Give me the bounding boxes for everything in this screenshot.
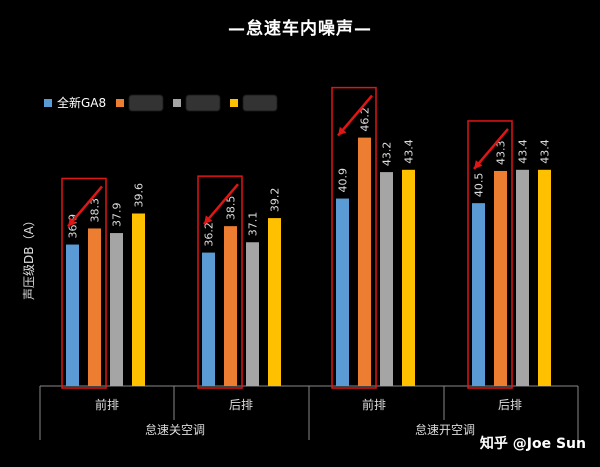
- bar-g2-s4: [268, 218, 281, 386]
- legend-item-4: [230, 94, 278, 111]
- parent-category-label-2: 怠速开空调: [415, 423, 475, 437]
- data-label-g4-s3: 43.4: [517, 139, 530, 164]
- data-label-g1-s4: 39.6: [133, 183, 146, 208]
- data-label-g3-s2: 46.2: [359, 107, 372, 132]
- data-label-g3-s4: 43.4: [403, 139, 416, 164]
- data-label-g4-s1: 40.5: [473, 173, 486, 198]
- bar-g2-s3: [246, 242, 259, 386]
- bar-g1-s3: [110, 233, 123, 386]
- bar-g1-s1: [66, 244, 79, 386]
- bar-g3-s4: [402, 169, 415, 386]
- bar-g4-s2: [494, 170, 507, 386]
- category-label-2: 后排: [229, 398, 253, 412]
- highlight-arrow-g1: [67, 185, 103, 228]
- parent-category-label-1: 怠速关空调: [145, 423, 205, 437]
- legend-swatch-3: [173, 98, 182, 107]
- bar-g3-s2: [358, 137, 371, 386]
- data-label-g2-s1: 36.2: [203, 222, 216, 247]
- bar-g1-s4: [132, 213, 145, 386]
- data-label-g2-s4: 39.2: [269, 188, 282, 213]
- legend-label-blurred-4: [243, 94, 278, 111]
- bar-g2-s1: [202, 252, 215, 386]
- data-label-g3-s3: 43.2: [381, 142, 394, 167]
- legend-swatch-ga8: [44, 98, 52, 107]
- data-label-g4-s2: 43.3: [495, 140, 508, 165]
- bar-g4-s3: [516, 169, 529, 386]
- legend-label-ga8: 全新GA8: [57, 96, 107, 110]
- legend: 全新GA8: [44, 94, 287, 111]
- legend-item-2: [116, 94, 164, 111]
- highlight-box-g3: [331, 86, 377, 389]
- legend-label-blurred-2: [129, 94, 164, 111]
- bar-g3-s3: [380, 172, 393, 386]
- bar-g4-s4: [538, 169, 551, 386]
- category-label-1: 前排: [95, 397, 119, 412]
- data-label-g2-s2: 38.5: [225, 196, 238, 221]
- legend-swatch-2: [116, 98, 125, 107]
- watermark: 知乎 @Joe Sun: [474, 433, 586, 453]
- highlight-arrow-g3: [337, 94, 373, 137]
- highlight-arrowhead-g4: [474, 160, 483, 169]
- category-label-4: 后排: [498, 398, 522, 412]
- data-label-g1-s2: 38.3: [89, 198, 102, 223]
- data-label-g3-s1: 40.9: [337, 168, 350, 193]
- bar-g4-s1: [472, 203, 485, 386]
- highlight-arrowhead-g2: [204, 215, 213, 225]
- highlight-arrow-g4: [473, 128, 509, 170]
- legend-swatch-4: [230, 98, 239, 107]
- bar-g1-s2: [88, 228, 101, 386]
- highlight-arrow-g2: [203, 183, 239, 225]
- highlight-arrowhead-g1: [68, 217, 77, 227]
- y-axis-label: 声压级DB（A）: [22, 214, 36, 300]
- highlight-box-g4: [467, 120, 513, 389]
- bar-g2-s2: [224, 226, 237, 386]
- legend-item-3: [173, 94, 221, 111]
- legend-item-ga8: 全新GA8: [44, 94, 106, 111]
- data-label-g1-s3: 37.9: [111, 203, 124, 228]
- bar-g3-s1: [336, 198, 349, 386]
- legend-label-blurred-3: [186, 94, 221, 111]
- highlight-arrowhead-g3: [338, 126, 347, 136]
- watermark-text: 知乎 @Joe Sun: [479, 436, 586, 452]
- category-label-3: 前排: [362, 397, 386, 412]
- chart-title: —怠速车内噪声—: [228, 19, 372, 39]
- highlight-box-g2: [197, 175, 243, 389]
- highlight-box-g1: [61, 177, 107, 389]
- data-label-g2-s3: 37.1: [247, 212, 260, 237]
- data-label-g4-s4: 43.4: [539, 139, 552, 164]
